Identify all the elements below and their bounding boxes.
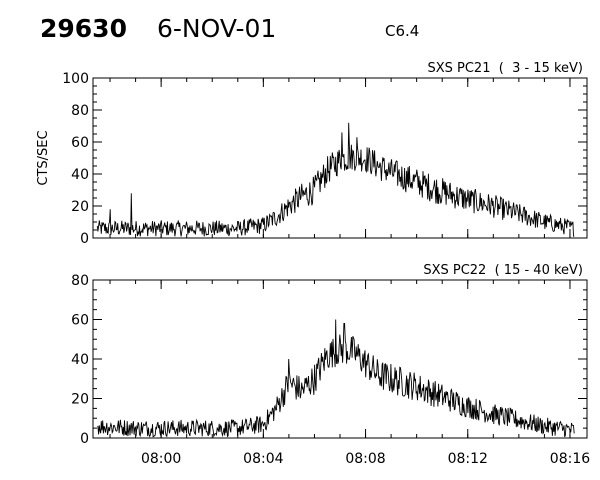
y-tick-label: 0 (80, 431, 89, 447)
y-tick-label: 80 (71, 273, 89, 289)
y-tick-label: 60 (71, 135, 89, 151)
x-tick-label: 08:08 (345, 451, 385, 467)
event-id: 29630 (40, 14, 127, 43)
y-tick-label: 100 (62, 71, 89, 87)
x-tick-label: 08:16 (550, 451, 590, 467)
y-tick-label: 60 (71, 313, 89, 329)
series-line (96, 122, 575, 237)
y-tick-label: 20 (71, 199, 89, 215)
y-tick-label: 40 (71, 352, 89, 368)
y-tick-label: 40 (71, 167, 89, 183)
flare-class: C6.4 (385, 22, 420, 40)
y-tick-label: 80 (71, 103, 89, 119)
y-tick-label: 20 (71, 392, 89, 408)
y-tick-label: 0 (80, 231, 89, 247)
x-tick-label: 08:04 (243, 451, 283, 467)
x-tick-label: 08:12 (448, 451, 488, 467)
event-date: 6-NOV-01 (157, 14, 277, 43)
series-line (97, 319, 575, 439)
x-tick-label: 08:00 (141, 451, 181, 467)
y-axis-label: CTS/SEC (36, 130, 51, 185)
panel-1: SXS PC21 ( 3 - 15 keV) CTS/SEC 0 20 40 60 80 10… (36, 61, 588, 247)
panel-title: SXS PC21 ( 3 - 15 keV) (427, 61, 583, 76)
panel-2: SXS PC22 ( 15 - 40 keV) 0 20 40 60 80 08:00 08:… (71, 263, 590, 467)
panel-title: SXS PC22 ( 15 - 40 keV) (423, 263, 583, 278)
